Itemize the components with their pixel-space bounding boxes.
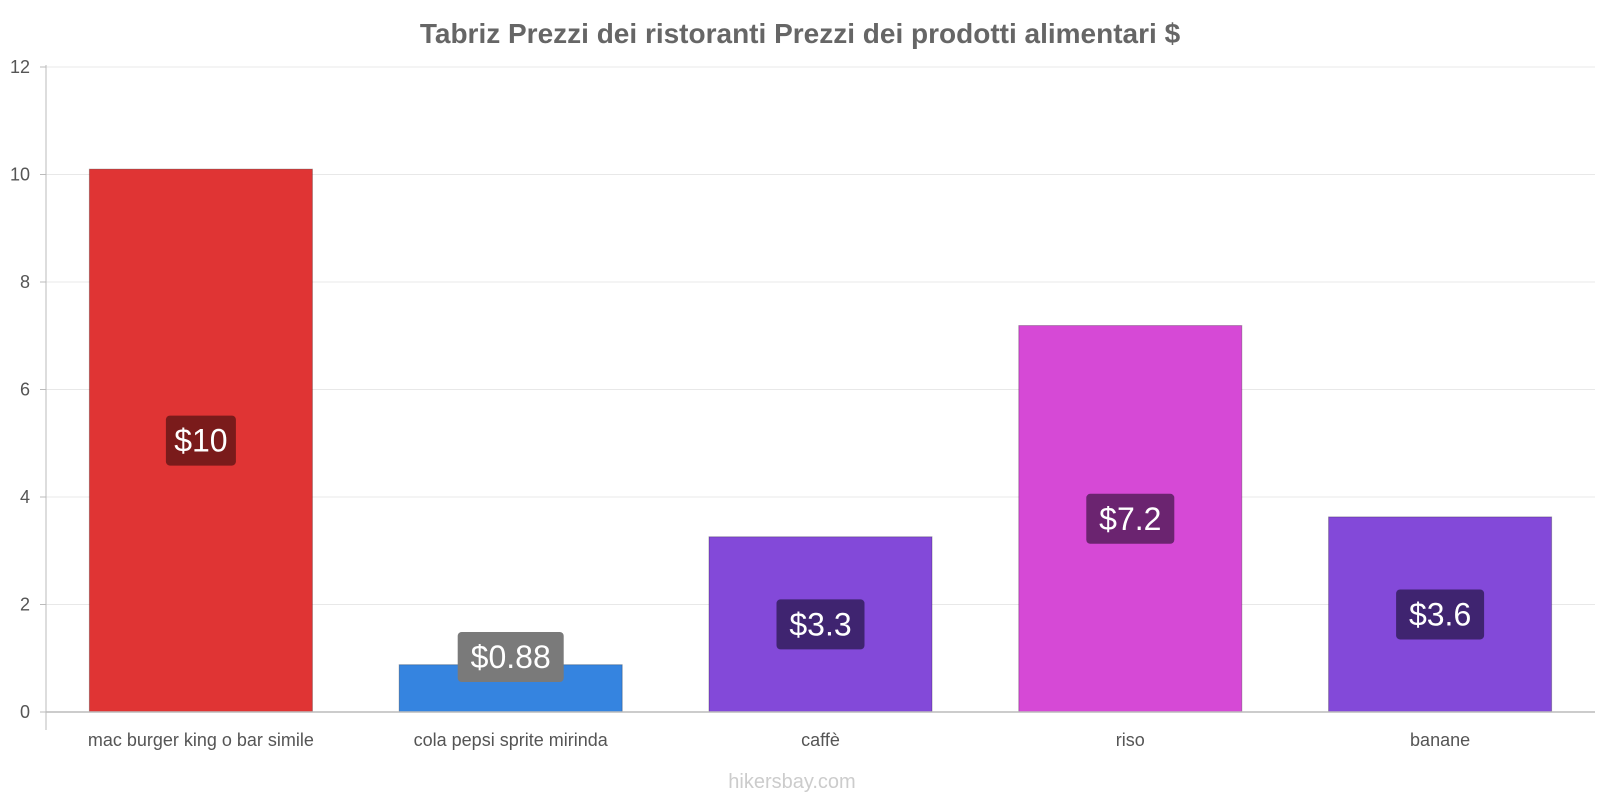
- watermark: hikersbay.com: [728, 771, 855, 793]
- x-tick-label: caffè: [801, 730, 840, 750]
- data-label: $3.3: [789, 606, 851, 642]
- y-tick-label: 10: [10, 165, 30, 185]
- x-tick-label: cola pepsi sprite mirinda: [414, 730, 609, 750]
- data-label: $3.6: [1409, 596, 1471, 632]
- chart-title: Tabriz Prezzi dei ristoranti Prezzi dei …: [420, 18, 1181, 49]
- y-tick-label: 4: [20, 487, 30, 507]
- y-tick-label: 8: [20, 272, 30, 292]
- bars: $10 $0.88 $3.3 $7.2 $3.6: [88, 168, 1553, 713]
- x-tick-label: riso: [1116, 730, 1145, 750]
- data-label-box: [776, 599, 865, 650]
- data-label-box: [457, 632, 564, 682]
- data-label-box: [1086, 493, 1175, 544]
- y-axis-ticks: 0 2 4 6 8 10 12: [10, 57, 30, 722]
- x-tick-label: mac burger king o bar simile: [88, 730, 314, 750]
- y-tick-label: 0: [20, 702, 30, 722]
- data-label-box: [1396, 589, 1485, 640]
- x-axis-labels: mac burger king o bar simile cola pepsi s…: [88, 730, 1470, 750]
- data-label: $7.2: [1099, 501, 1161, 537]
- x-tick-label: banane: [1410, 730, 1470, 750]
- data-label: $10: [174, 423, 227, 459]
- y-tick-label: 6: [20, 380, 30, 400]
- data-label-box: [165, 415, 236, 466]
- data-label: $0.88: [471, 639, 551, 675]
- y-tick-label: 12: [10, 57, 30, 77]
- y-tick-label: 2: [20, 595, 30, 615]
